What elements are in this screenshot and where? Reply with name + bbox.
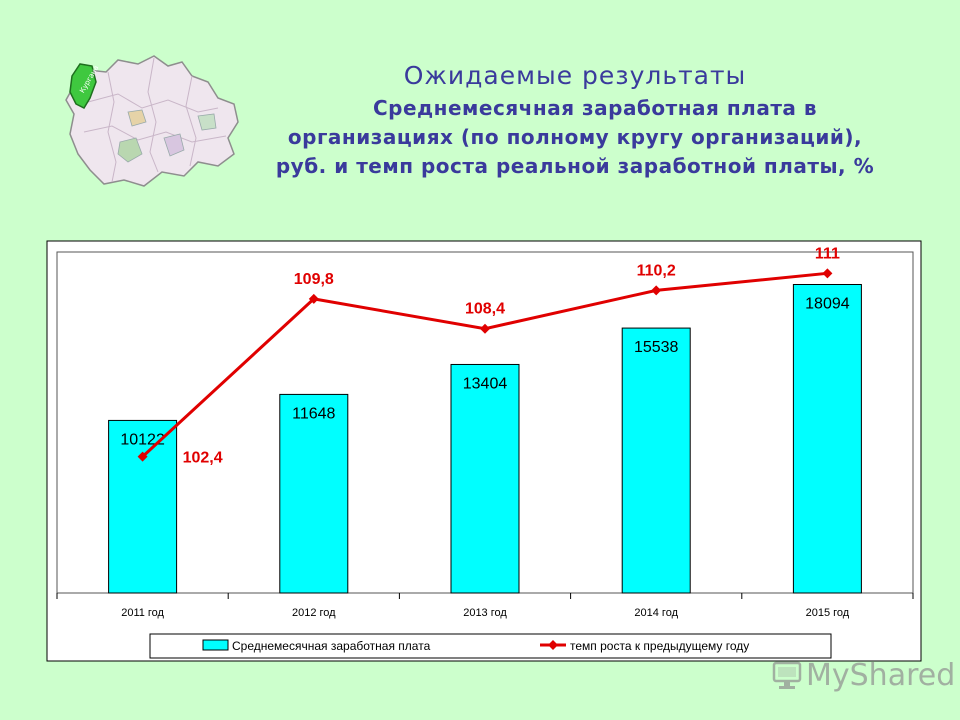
growth-rate-marker	[137, 451, 148, 462]
subtitle-line-1: Среднемесячная заработная плата в	[372, 96, 818, 120]
legend-box	[149, 633, 832, 659]
bar-value-label: 10122	[120, 431, 165, 448]
bar	[450, 363, 520, 594]
page-title: Ожидаемые результаты	[403, 61, 747, 90]
x-tick-label: 2011 год	[121, 607, 164, 619]
bar-value-label: 11648	[292, 405, 335, 422]
growth-rate-label: 111	[815, 245, 840, 262]
region-map-icon: Кургана	[58, 42, 243, 192]
watermark: MyShared	[770, 655, 955, 695]
growth-rate-label: 108,4	[465, 301, 505, 318]
growth-rate-marker	[822, 268, 833, 279]
bar	[279, 393, 349, 594]
subtitle-line-2: организациях (по полному кругу организац…	[287, 125, 863, 149]
bar-value-label: 18094	[805, 295, 850, 312]
bar	[792, 283, 862, 594]
monitor-logo-icon	[772, 661, 802, 689]
legend-bar-label: Среднемесячная заработная плата	[232, 639, 431, 653]
x-tick-label: 2014 год	[634, 607, 678, 619]
bar	[108, 419, 178, 594]
growth-rate-label: 109,8	[294, 271, 334, 288]
page-subtitle: Среднемесячная заработная плата в органи…	[240, 94, 910, 181]
region-map-graphic: Кургана	[65, 55, 239, 187]
subtitle-line-3: руб. и темп роста реальной заработной пл…	[275, 154, 875, 178]
bar	[621, 327, 691, 594]
x-tick-label: 2013 год	[463, 607, 507, 619]
growth-rate-marker	[308, 293, 319, 304]
x-tick-label: 2015 год	[806, 607, 850, 619]
growth-rate-marker	[480, 323, 490, 334]
bar-value-label: 15538	[634, 339, 679, 356]
watermark-text: MyShared	[806, 657, 956, 693]
legend-bar-swatch	[202, 639, 229, 651]
growth-rate-label: 102,4	[183, 450, 223, 467]
title-block: Ожидаемые результаты Среднемесячная зара…	[240, 58, 910, 181]
legend-line-marker	[548, 640, 558, 650]
bar-value-label: 13404	[463, 375, 508, 392]
legend-line-label: темп роста к предыдущему году	[570, 639, 749, 653]
growth-rate-marker	[651, 285, 662, 296]
growth-rate-label: 110,2	[637, 262, 676, 279]
x-tick-label: 2012 год	[292, 607, 336, 619]
